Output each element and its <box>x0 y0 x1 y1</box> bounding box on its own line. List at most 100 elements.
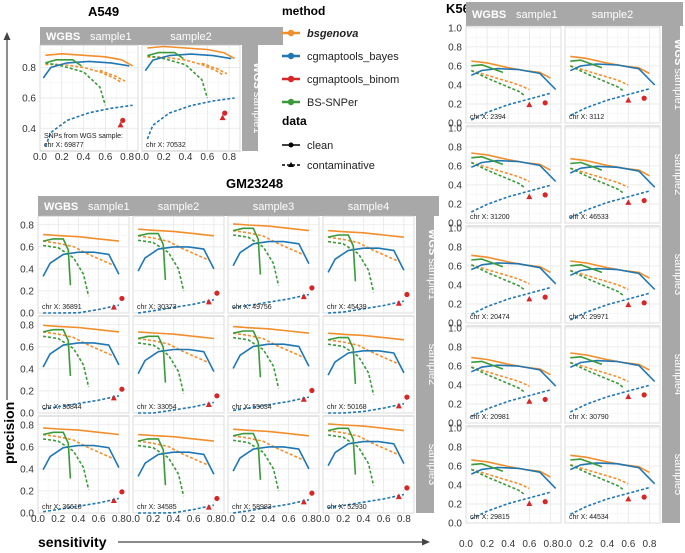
series-bsgenova-contaminative <box>471 366 530 387</box>
series-bssnper-contaminative <box>147 54 209 99</box>
x-tick-label: 0.4 <box>179 152 193 163</box>
panel-annotation: chr X: 69877 <box>44 142 84 149</box>
point-cgmaptools-binom-contaminative <box>300 293 307 300</box>
x-tick-label: 0.4 <box>600 539 614 550</box>
series-bssnper-contaminative <box>232 439 280 492</box>
x-tick-label: 0.8 <box>302 514 316 525</box>
series-cgmaptools-bayes-clean <box>42 251 120 277</box>
panel-background <box>465 125 562 224</box>
x-tick-label: 0.8 <box>397 514 411 525</box>
series-cgmaptools-bayes-contaminative <box>470 286 551 316</box>
panel-background <box>564 125 661 224</box>
series-bsgenova-contaminative <box>137 440 210 467</box>
facet-panel: chr X: 29815 0.0 0.2 0.4 0.6 0.8 1.0 0.0 0.2 0.4 0… <box>448 423 562 550</box>
y-tick-label: 0.6 <box>448 61 462 72</box>
facet-strip-right <box>242 45 258 151</box>
series-bssnper-contaminative <box>327 343 375 396</box>
point-cgmaptools-binom-clean <box>542 192 548 198</box>
legend-label-method: cgmaptools_bayes <box>307 51 399 63</box>
facet-panel: chr X: 58983 0.0 0.2 0.4 0.6 0.8 <box>221 415 320 525</box>
strip-column-label: sample1 <box>88 201 130 213</box>
point-cgmaptools-binom-contaminative <box>300 396 307 402</box>
panel-background <box>37 215 130 314</box>
legend-key-point <box>287 52 295 60</box>
series-cgmaptools-bayes-contaminative <box>569 384 650 413</box>
series-cgmaptools-bayes-clean <box>327 440 405 467</box>
strip-row-label: sample3 <box>672 254 684 296</box>
panel-annotation: chr X: 34585 <box>137 504 177 511</box>
y-tick-label: 0.4 <box>20 264 34 275</box>
chart-title: A549 <box>88 4 119 19</box>
y-tick-label: 0.2 <box>20 286 34 297</box>
panel-background <box>564 25 661 124</box>
y-tick-label: 0.4 <box>448 180 462 191</box>
y-tick-label: 0.4 <box>448 380 462 391</box>
series-bssnper-clean <box>232 432 262 480</box>
point-cgmaptools-binom-clean <box>542 100 548 106</box>
y-tick-label: 0.8 <box>448 242 462 253</box>
y-tick-label: 0.0 <box>20 509 34 520</box>
y-tick-label: 1.0 <box>448 223 462 234</box>
point-cgmaptools-binom-clean <box>222 110 228 116</box>
facet-panel: chr X: 31200 0.0 0.2 0.4 0.6 0.8 1.0 <box>448 123 562 230</box>
series-bssnper-clean <box>137 232 167 280</box>
series-bsgenova-clean <box>147 45 235 60</box>
y-tick-label: 0.2 <box>448 199 462 210</box>
legend-label-data: contaminative <box>307 160 375 172</box>
y-tick-label: 0.4 <box>20 464 34 475</box>
panels-layer: A549 WGBS sample1 sample2 WGS sample1 SNPs fr… <box>20 1 684 550</box>
series-bsgenova-contaminative <box>570 167 629 188</box>
series-cgmaptools-bayes-clean <box>569 359 656 383</box>
series-bsgenova-contaminative <box>137 337 210 364</box>
y-tick-label: 0.8 <box>22 63 36 74</box>
point-cgmaptools-binom-clean <box>404 394 410 400</box>
series-bssnper-clean <box>42 431 72 479</box>
series-cgmaptools-bayes-clean <box>232 240 310 267</box>
point-cgmaptools-binom-contaminative <box>117 121 124 128</box>
series-bsgenova-contaminative <box>99 69 126 82</box>
point-cgmaptools-binom-contaminative <box>625 393 632 400</box>
series-bssnper-contaminative <box>42 335 90 388</box>
series-bsgenova-clean <box>233 428 309 437</box>
y-tick-label: 0.8 <box>448 342 462 353</box>
x-tick-label: 0.0 <box>126 514 140 525</box>
series-bsgenova-contaminative <box>327 236 400 263</box>
series-bssnper-clean <box>471 462 504 473</box>
series-bssnper-contaminative <box>569 167 624 194</box>
series-cgmaptools-bayes-contaminative <box>470 92 551 121</box>
point-cgmaptools-binom-clean <box>119 386 125 392</box>
series-bssnper-clean <box>471 156 504 166</box>
panel-annotation: chr X: 30373 <box>137 304 177 311</box>
series-bsgenova-clean <box>233 223 309 232</box>
panel-background <box>465 325 562 424</box>
series-bssnper-contaminative <box>470 69 525 96</box>
facet-panel: chr X: 20981 0.0 0.2 0.4 0.6 0.8 1.0 <box>448 323 562 430</box>
panel-annotation: chr X: 44534 <box>569 514 609 521</box>
panel-annotation: SNPs from WGS sample: <box>44 133 123 140</box>
series-cgmaptools-bayes-clean <box>569 267 656 291</box>
series-bsgenova-clean <box>328 332 404 341</box>
y-tick-label: 1.0 <box>448 23 462 34</box>
series-bssnper-clean <box>570 458 603 468</box>
series-bsgenova-contaminative <box>570 65 629 86</box>
point-cgmaptools-binom-clean <box>542 294 548 300</box>
series-bsgenova-clean <box>43 233 119 242</box>
legend-key-point <box>287 29 295 37</box>
series-cgmaptools-bayes-clean <box>470 364 557 387</box>
series-bssnper-clean <box>327 427 357 475</box>
series-bssnper-clean <box>137 335 167 383</box>
point-cgmaptools-binom-clean <box>214 495 220 502</box>
x-tick-label: 0.8 <box>642 539 656 550</box>
legend-label-method: bsgenova <box>307 28 358 40</box>
panel-annotation: chr X: 49756 <box>232 304 272 311</box>
point-cgmaptools-binom-clean <box>404 291 410 298</box>
series-bsgenova-contaminative <box>471 161 530 183</box>
panel-background <box>564 425 661 524</box>
x-tick-label: 0.4 <box>356 514 370 525</box>
facet-panel: chr X: 30790 <box>564 325 661 424</box>
point-cgmaptools-binom-contaminative <box>625 495 632 502</box>
x-tick-label: 0.6 <box>377 514 391 525</box>
y-tick-label: 0.4 <box>448 280 462 291</box>
y-tick-label: 0.0 <box>20 409 34 420</box>
x-tick-label: 0.8 <box>120 152 134 163</box>
